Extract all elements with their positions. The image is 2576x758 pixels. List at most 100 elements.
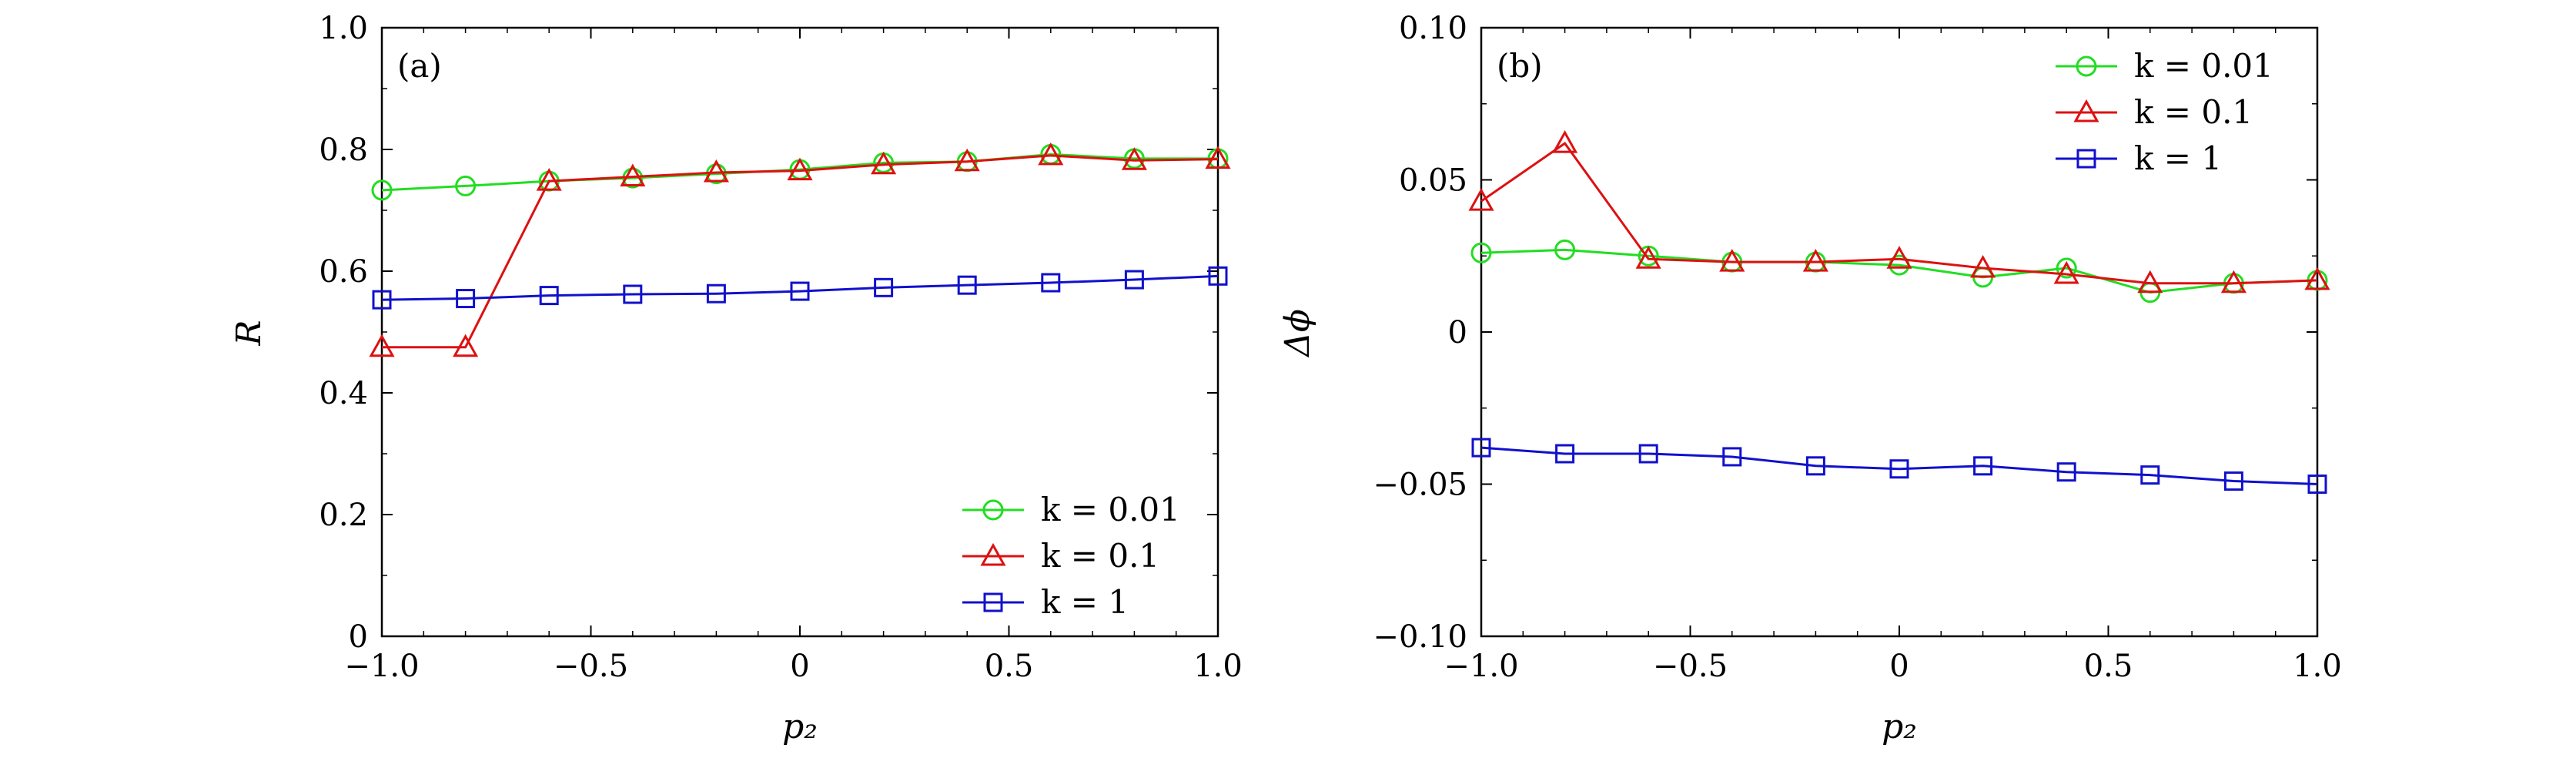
- data-point: [787, 157, 813, 181]
- legend-marker: [2073, 99, 2099, 122]
- data-point: [1552, 130, 1578, 153]
- series-2: [369, 142, 1231, 357]
- data-point: [1635, 246, 1661, 269]
- data-point: [2220, 270, 2246, 293]
- legend-label: k = 1: [1041, 583, 1129, 621]
- x-tick-label: −1.0: [344, 649, 419, 684]
- data-point: [706, 283, 726, 304]
- legend-marker: [2076, 55, 2097, 77]
- data-point: [2304, 267, 2330, 290]
- data-point: [1719, 249, 1745, 272]
- data-point: [2053, 260, 2079, 284]
- series-line: [1480, 142, 2318, 285]
- series-line: [381, 153, 1218, 192]
- x-tick-label: 0: [790, 649, 809, 684]
- panel-b: −1.0 −0.5 0 0.5 1.0 −0.10 −0.05 0 0.05 0.10 p₂ Δϕ (b…: [1278, 11, 2342, 746]
- y-tick-label: 0: [1448, 315, 1467, 350]
- data-point: [1886, 246, 1912, 269]
- x-tick-label: 0.5: [2084, 649, 2133, 684]
- series-line: [1480, 446, 2318, 485]
- data-point: [536, 168, 562, 191]
- legend-label: k = 0.01: [1041, 491, 1180, 528]
- series-2: [1468, 130, 2330, 293]
- panel-label: (a): [397, 47, 442, 85]
- legend-label: k = 1: [2134, 139, 2222, 177]
- data-point: [874, 277, 894, 297]
- y-axis-label: R: [229, 320, 269, 346]
- data-point: [1889, 459, 1909, 479]
- data-point: [1124, 270, 1144, 290]
- data-point: [2223, 471, 2243, 491]
- data-point: [369, 334, 395, 357]
- series-1: [371, 143, 1229, 201]
- data-point: [1722, 447, 1742, 467]
- y-tick-label: 0.8: [319, 132, 368, 168]
- legend: k = 0.01 k = 0.1 k = 1: [2056, 47, 2273, 177]
- y-tick-label: 0.4: [319, 376, 368, 411]
- legend: k = 0.01 k = 0.1 k = 1: [962, 491, 1180, 621]
- y-tick-label: 0.10: [1399, 11, 1467, 46]
- data-point: [1638, 444, 1658, 464]
- x-tick-label: 1.0: [2293, 649, 2342, 684]
- data-point: [1208, 266, 1228, 286]
- data-point: [2307, 475, 2327, 494]
- data-point: [957, 275, 977, 295]
- data-point: [871, 151, 897, 175]
- data-point: [372, 290, 392, 310]
- legend-marker: [980, 542, 1006, 566]
- data-point: [455, 175, 477, 196]
- y-tick-label: 0: [349, 619, 368, 655]
- data-point: [1121, 147, 1147, 170]
- data-point: [1555, 444, 1575, 464]
- x-tick-label: 1.0: [1193, 649, 1243, 684]
- x-tick-label: 0: [1889, 649, 1909, 684]
- data-point: [371, 179, 393, 201]
- legend-marker: [983, 592, 1003, 612]
- x-tick-label: −0.5: [554, 649, 628, 684]
- data-point: [539, 286, 559, 306]
- y-tick-label: 1.0: [319, 11, 368, 46]
- data-point: [1470, 242, 1492, 263]
- data-point: [620, 163, 646, 187]
- data-point: [954, 148, 980, 172]
- data-point: [1805, 456, 1825, 476]
- y-tick-label: 0.6: [319, 254, 368, 290]
- panel-a: −1.0 −0.5 0 0.5 1.0 0 0.2 0.4 0.6 0.8 1.0 p₂ R (a) k =…: [229, 11, 1243, 746]
- data-point: [2140, 465, 2160, 485]
- data-point: [2056, 257, 2077, 279]
- data-point: [1038, 142, 1064, 166]
- data-point: [1802, 249, 1828, 272]
- data-point: [1468, 188, 1494, 211]
- x-axis-label: p₂: [782, 707, 818, 746]
- legend-label: k = 0.1: [2134, 93, 2253, 131]
- data-point: [2056, 462, 2076, 482]
- data-point: [1973, 456, 1993, 476]
- data-point: [790, 281, 810, 301]
- legend-marker: [2076, 149, 2096, 169]
- data-point: [1554, 239, 1576, 260]
- y-tick-label: −0.10: [1373, 619, 1467, 655]
- data-point: [703, 159, 729, 183]
- series-line: [382, 154, 1219, 349]
- data-point: [623, 284, 643, 304]
- y-tick-label: 0.05: [1399, 163, 1467, 199]
- series-3: [372, 266, 1228, 310]
- y-tick-label: 0.2: [319, 498, 368, 533]
- data-point: [1970, 254, 1996, 278]
- y-tick-label: −0.05: [1373, 468, 1467, 503]
- data-point: [1205, 146, 1231, 169]
- legend-label: k = 0.01: [2134, 47, 2273, 85]
- legend-marker: [982, 499, 1004, 521]
- x-tick-label: −1.0: [1444, 649, 1518, 684]
- series-line: [381, 274, 1219, 301]
- series-3: [1471, 438, 2327, 494]
- x-tick-label: −0.5: [1653, 649, 1728, 684]
- y-axis-label: Δϕ: [1278, 309, 1317, 358]
- series-line: [1480, 248, 2318, 294]
- x-tick-label: 0.5: [985, 649, 1034, 684]
- data-point: [1041, 273, 1061, 293]
- data-point: [456, 289, 476, 309]
- data-point: [2137, 270, 2163, 293]
- legend-label: k = 0.1: [1041, 537, 1159, 575]
